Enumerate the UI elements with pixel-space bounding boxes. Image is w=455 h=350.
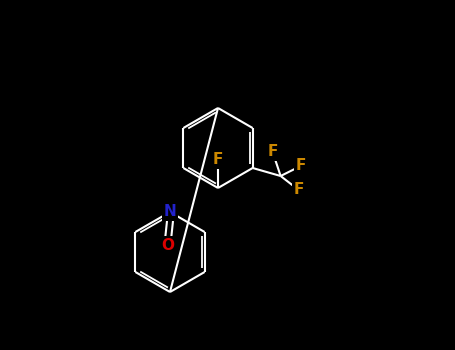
Text: F: F — [293, 182, 304, 197]
Text: N: N — [164, 204, 177, 219]
Text: F: F — [295, 159, 306, 174]
Text: F: F — [268, 145, 278, 160]
Text: F: F — [213, 153, 223, 168]
Text: O: O — [162, 238, 175, 252]
